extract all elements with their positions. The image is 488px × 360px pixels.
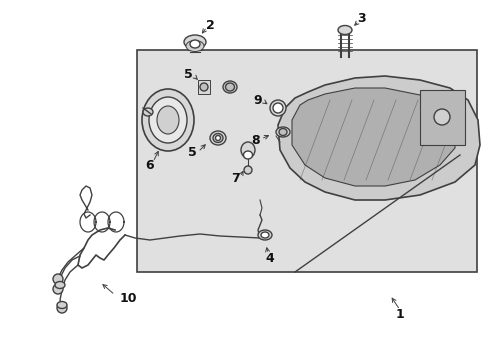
- Text: 9: 9: [253, 94, 262, 107]
- Text: 2: 2: [205, 18, 214, 32]
- Ellipse shape: [183, 35, 205, 49]
- Circle shape: [53, 274, 63, 284]
- Text: 3: 3: [357, 12, 366, 24]
- Ellipse shape: [209, 131, 225, 145]
- Ellipse shape: [55, 282, 65, 288]
- Ellipse shape: [223, 81, 237, 93]
- Ellipse shape: [261, 232, 268, 238]
- Circle shape: [244, 166, 251, 174]
- Text: 7: 7: [230, 171, 239, 185]
- Ellipse shape: [241, 142, 254, 158]
- Circle shape: [57, 303, 67, 313]
- Text: 6: 6: [145, 158, 154, 171]
- Text: 10: 10: [119, 292, 137, 305]
- Ellipse shape: [258, 230, 271, 240]
- Circle shape: [269, 100, 285, 116]
- Ellipse shape: [215, 135, 220, 140]
- Ellipse shape: [213, 134, 223, 143]
- Ellipse shape: [225, 83, 234, 91]
- Text: 5: 5: [183, 68, 192, 81]
- Ellipse shape: [149, 97, 186, 143]
- Polygon shape: [291, 88, 454, 186]
- Circle shape: [53, 284, 63, 294]
- Text: 4: 4: [265, 252, 274, 265]
- Bar: [419, 90, 464, 145]
- Ellipse shape: [275, 127, 289, 137]
- Text: 5: 5: [187, 145, 196, 158]
- Ellipse shape: [190, 40, 200, 48]
- Text: 8: 8: [251, 134, 260, 147]
- Text: 1: 1: [395, 309, 404, 321]
- Ellipse shape: [185, 40, 203, 51]
- Circle shape: [272, 103, 283, 113]
- Circle shape: [433, 109, 449, 125]
- Ellipse shape: [243, 151, 252, 159]
- Ellipse shape: [279, 129, 286, 135]
- Bar: [198, 80, 209, 94]
- Ellipse shape: [142, 89, 194, 151]
- Ellipse shape: [337, 26, 351, 35]
- Bar: [137, 50, 476, 272]
- Ellipse shape: [142, 108, 153, 116]
- Ellipse shape: [57, 302, 67, 309]
- Ellipse shape: [200, 83, 207, 91]
- Ellipse shape: [157, 106, 179, 134]
- Polygon shape: [278, 76, 479, 200]
